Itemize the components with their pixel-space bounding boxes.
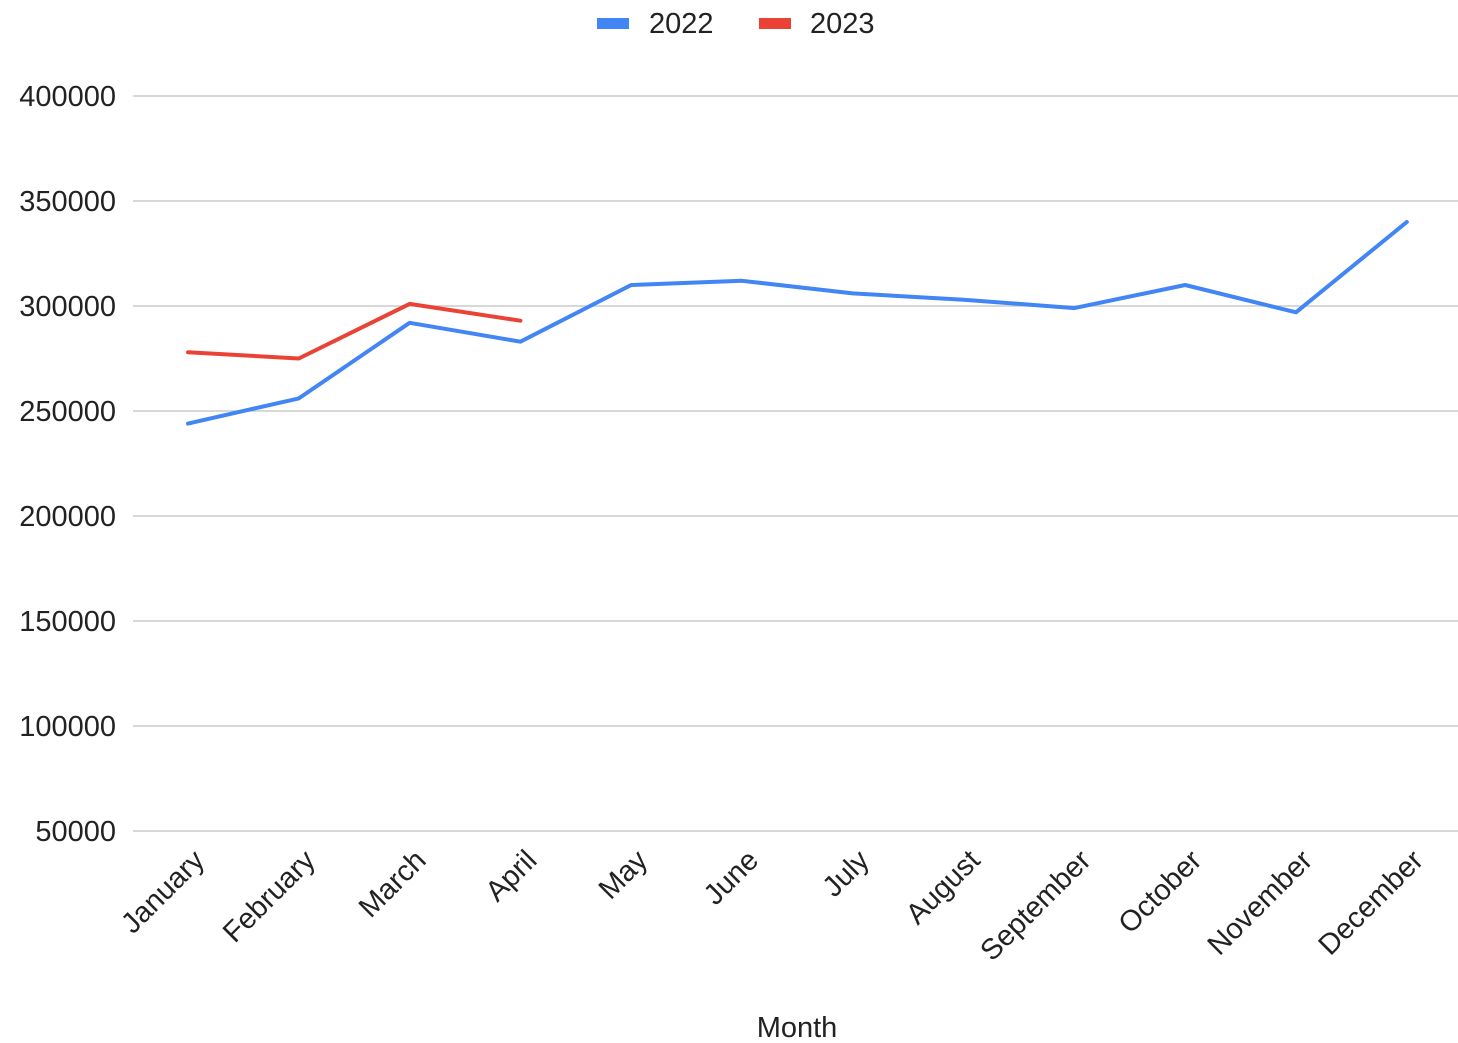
y-tick-label: 350000 [19,186,116,218]
x-tick-label: November [1202,844,1319,961]
legend-swatch [597,18,629,29]
x-tick-label: September [974,844,1097,967]
series-line-2022 [186,220,1409,426]
series-lines [186,220,1409,426]
x-tick-label: March [353,844,433,924]
series-line-2023 [186,301,523,361]
legend-swatch [759,18,791,29]
legend: 2022 2023 [597,8,875,40]
x-tick-label: May [593,844,655,906]
y-tick-label: 200000 [19,501,116,533]
x-axis-title: Month [757,1012,838,1043]
x-tick-label: July [817,844,876,903]
x-tick-label: April [480,844,544,908]
x-tick-label: October [1113,844,1209,940]
x-tick-label: December [1313,844,1430,961]
x-tick-label: January [115,844,211,940]
y-axis-ticks: 50000 100000 150000 200000 250000 300000 35000… [19,81,116,848]
y-tick-label: 250000 [19,396,116,428]
legend-label: 2023 [810,8,875,40]
x-axis-ticks: January February March April May June July Augu… [115,844,1430,967]
y-tick-label: 400000 [19,81,116,113]
gridlines [133,95,1458,832]
x-tick-label: February [217,844,322,949]
y-tick-label: 150000 [19,606,116,638]
y-tick-label: 300000 [19,291,116,323]
x-tick-label: August [900,844,986,930]
y-tick-label: 50000 [35,816,116,848]
x-tick-label: June [698,844,765,911]
legend-label: 2022 [649,8,714,40]
y-tick-label: 100000 [19,711,116,743]
